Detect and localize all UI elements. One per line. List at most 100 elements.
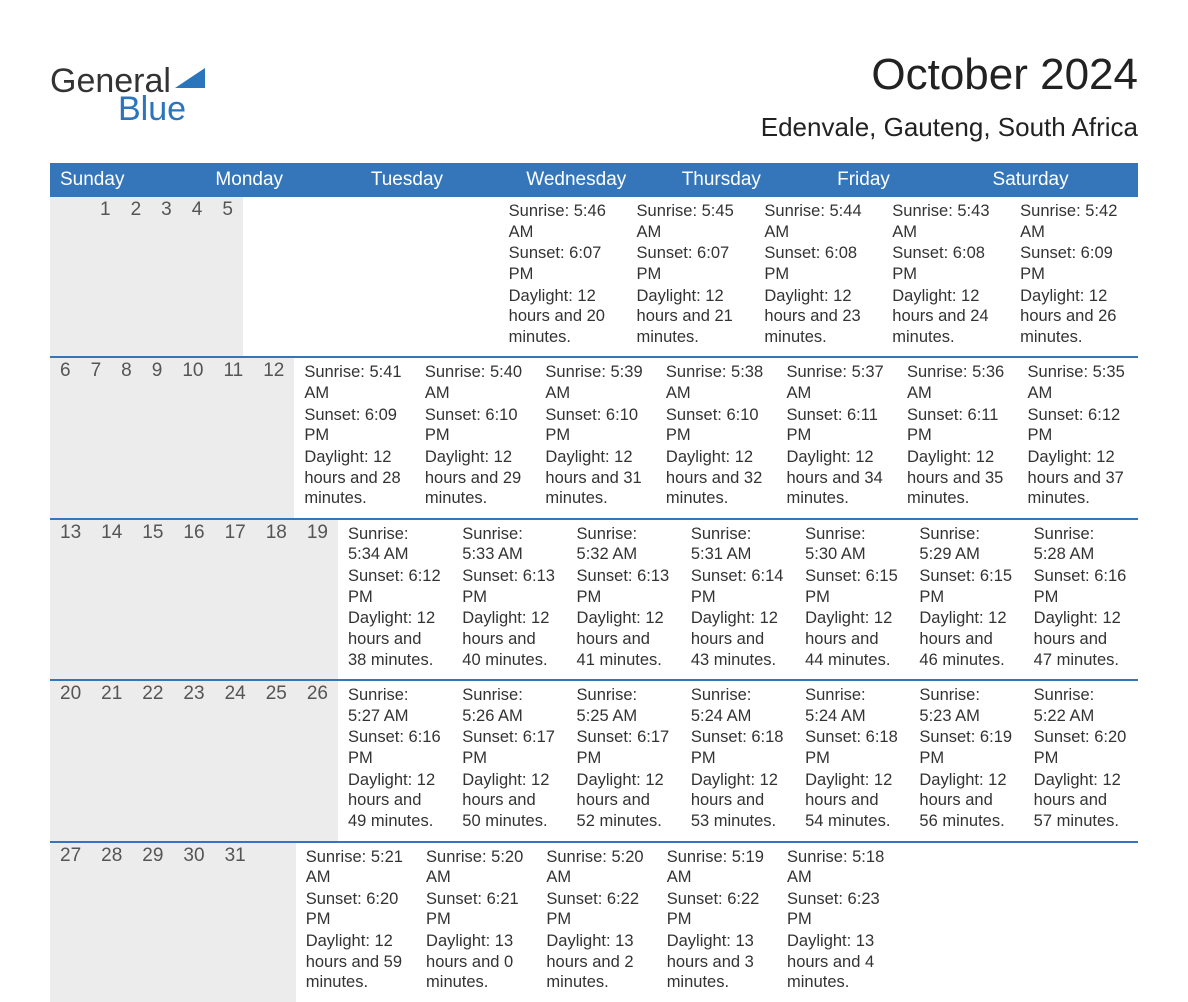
daylight-text: Daylight: 12 hours and 54 minutes. bbox=[805, 770, 899, 832]
day-number: 12 bbox=[253, 358, 294, 517]
sunset-text: Sunset: 6:22 PM bbox=[667, 889, 767, 930]
sunset-text: Sunset: 6:07 PM bbox=[637, 243, 745, 284]
day-number: 28 bbox=[91, 843, 132, 1002]
sunrise-text: Sunrise: 5:24 AM bbox=[805, 685, 899, 726]
day-cell: Sunrise: 5:44 AMSunset: 6:08 PMDaylight:… bbox=[754, 197, 882, 356]
day-cell: Sunrise: 5:20 AMSunset: 6:21 PMDaylight:… bbox=[416, 843, 536, 1002]
sunrise-text: Sunrise: 5:23 AM bbox=[919, 685, 1013, 726]
day-cell: Sunrise: 5:18 AMSunset: 6:23 PMDaylight:… bbox=[777, 843, 897, 1002]
day-cell: Sunrise: 5:31 AMSunset: 6:14 PMDaylight:… bbox=[681, 520, 795, 679]
day-body-row: Sunrise: 5:27 AMSunset: 6:16 PMDaylight:… bbox=[338, 681, 1138, 840]
day-number: 2 bbox=[121, 197, 152, 356]
day-number: 20 bbox=[50, 681, 91, 840]
day-number: 24 bbox=[215, 681, 256, 840]
day-number: 23 bbox=[173, 681, 214, 840]
daylight-text: Daylight: 12 hours and 20 minutes. bbox=[509, 286, 617, 348]
sunset-text: Sunset: 6:18 PM bbox=[691, 727, 785, 768]
day-of-week-header: Thursday bbox=[672, 163, 827, 197]
day-number: 1 bbox=[90, 197, 121, 356]
day-cell: Sunrise: 5:32 AMSunset: 6:13 PMDaylight:… bbox=[567, 520, 681, 679]
day-cell: Sunrise: 5:25 AMSunset: 6:17 PMDaylight:… bbox=[567, 681, 681, 840]
sunset-text: Sunset: 6:10 PM bbox=[545, 405, 646, 446]
day-number bbox=[70, 197, 90, 356]
day-number: 8 bbox=[111, 358, 142, 517]
month-title: October 2024 bbox=[761, 50, 1138, 100]
daylight-text: Daylight: 13 hours and 3 minutes. bbox=[667, 931, 767, 993]
sunrise-text: Sunrise: 5:44 AM bbox=[764, 201, 872, 242]
sunrise-text: Sunrise: 5:18 AM bbox=[787, 847, 887, 888]
day-cell: Sunrise: 5:22 AMSunset: 6:20 PMDaylight:… bbox=[1024, 681, 1138, 840]
day-cell: Sunrise: 5:28 AMSunset: 6:16 PMDaylight:… bbox=[1024, 520, 1138, 679]
daylight-text: Daylight: 12 hours and 47 minutes. bbox=[1034, 608, 1128, 670]
daylight-text: Daylight: 12 hours and 59 minutes. bbox=[306, 931, 406, 993]
day-number: 7 bbox=[81, 358, 112, 517]
sunset-text: Sunset: 6:21 PM bbox=[426, 889, 526, 930]
daylight-text: Daylight: 12 hours and 28 minutes. bbox=[304, 447, 405, 509]
daylight-text: Daylight: 13 hours and 2 minutes. bbox=[546, 931, 646, 993]
day-number: 22 bbox=[132, 681, 173, 840]
sunset-text: Sunset: 6:10 PM bbox=[425, 405, 526, 446]
sunset-text: Sunset: 6:17 PM bbox=[577, 727, 671, 768]
sunset-text: Sunset: 6:20 PM bbox=[1034, 727, 1128, 768]
daylight-text: Daylight: 12 hours and 35 minutes. bbox=[907, 447, 1008, 509]
day-cell: Sunrise: 5:43 AMSunset: 6:08 PMDaylight:… bbox=[882, 197, 1010, 356]
day-number: 6 bbox=[50, 358, 81, 517]
day-cell: Sunrise: 5:35 AMSunset: 6:12 PMDaylight:… bbox=[1018, 358, 1139, 517]
sunset-text: Sunset: 6:17 PM bbox=[462, 727, 556, 768]
day-number: 30 bbox=[173, 843, 214, 1002]
daylight-text: Daylight: 12 hours and 52 minutes. bbox=[577, 770, 671, 832]
day-number: 4 bbox=[182, 197, 213, 356]
daylight-text: Daylight: 12 hours and 49 minutes. bbox=[348, 770, 442, 832]
day-body-row: Sunrise: 5:46 AMSunset: 6:07 PMDaylight:… bbox=[243, 197, 1138, 356]
sunrise-text: Sunrise: 5:34 AM bbox=[348, 524, 442, 565]
sunset-text: Sunset: 6:09 PM bbox=[1020, 243, 1128, 284]
daylight-text: Daylight: 12 hours and 38 minutes. bbox=[348, 608, 442, 670]
daylight-text: Daylight: 13 hours and 4 minutes. bbox=[787, 931, 887, 993]
day-cell: Sunrise: 5:38 AMSunset: 6:10 PMDaylight:… bbox=[656, 358, 777, 517]
day-number bbox=[276, 843, 296, 1002]
daylight-text: Daylight: 12 hours and 41 minutes. bbox=[577, 608, 671, 670]
daylight-text: Daylight: 12 hours and 56 minutes. bbox=[919, 770, 1013, 832]
sunrise-text: Sunrise: 5:42 AM bbox=[1020, 201, 1128, 242]
sunrise-text: Sunrise: 5:43 AM bbox=[892, 201, 1000, 242]
day-cell: Sunrise: 5:42 AMSunset: 6:09 PMDaylight:… bbox=[1010, 197, 1138, 356]
day-cell: Sunrise: 5:24 AMSunset: 6:18 PMDaylight:… bbox=[795, 681, 909, 840]
day-number: 3 bbox=[151, 197, 182, 356]
day-cell: Sunrise: 5:27 AMSunset: 6:16 PMDaylight:… bbox=[338, 681, 452, 840]
sunset-text: Sunset: 6:15 PM bbox=[805, 566, 899, 607]
day-cell: Sunrise: 5:45 AMSunset: 6:07 PMDaylight:… bbox=[627, 197, 755, 356]
sunrise-text: Sunrise: 5:25 AM bbox=[577, 685, 671, 726]
sunrise-text: Sunrise: 5:32 AM bbox=[577, 524, 671, 565]
day-number-row: 2728293031 bbox=[50, 843, 296, 1002]
day-cell: Sunrise: 5:19 AMSunset: 6:22 PMDaylight:… bbox=[657, 843, 777, 1002]
sunset-text: Sunset: 6:08 PM bbox=[892, 243, 1000, 284]
daylight-text: Daylight: 12 hours and 21 minutes. bbox=[637, 286, 745, 348]
sunrise-text: Sunrise: 5:27 AM bbox=[348, 685, 442, 726]
day-number: 15 bbox=[132, 520, 173, 679]
day-number: 26 bbox=[297, 681, 338, 840]
title-block: October 2024 Edenvale, Gauteng, South Af… bbox=[761, 50, 1138, 143]
day-number: 14 bbox=[91, 520, 132, 679]
sunrise-text: Sunrise: 5:24 AM bbox=[691, 685, 785, 726]
daylight-text: Daylight: 12 hours and 24 minutes. bbox=[892, 286, 1000, 348]
sunset-text: Sunset: 6:18 PM bbox=[805, 727, 899, 768]
week-row: 20212223242526Sunrise: 5:27 AMSunset: 6:… bbox=[50, 679, 1138, 840]
day-of-week-header: Saturday bbox=[983, 163, 1138, 197]
day-cell: Sunrise: 5:46 AMSunset: 6:07 PMDaylight:… bbox=[499, 197, 627, 356]
sunset-text: Sunset: 6:12 PM bbox=[1028, 405, 1129, 446]
sunrise-text: Sunrise: 5:21 AM bbox=[306, 847, 406, 888]
day-cell: Sunrise: 5:24 AMSunset: 6:18 PMDaylight:… bbox=[681, 681, 795, 840]
sunrise-text: Sunrise: 5:40 AM bbox=[425, 362, 526, 403]
day-cell: Sunrise: 5:36 AMSunset: 6:11 PMDaylight:… bbox=[897, 358, 1018, 517]
daylight-text: Daylight: 12 hours and 50 minutes. bbox=[462, 770, 556, 832]
day-cell bbox=[371, 197, 499, 356]
day-cell: Sunrise: 5:29 AMSunset: 6:15 PMDaylight:… bbox=[909, 520, 1023, 679]
day-number: 31 bbox=[215, 843, 256, 1002]
sunset-text: Sunset: 6:11 PM bbox=[786, 405, 887, 446]
day-number bbox=[256, 843, 276, 1002]
sunrise-text: Sunrise: 5:22 AM bbox=[1034, 685, 1128, 726]
sunrise-text: Sunrise: 5:30 AM bbox=[805, 524, 899, 565]
daylight-text: Daylight: 12 hours and 23 minutes. bbox=[764, 286, 872, 348]
daylight-text: Daylight: 12 hours and 53 minutes. bbox=[691, 770, 785, 832]
day-number: 18 bbox=[256, 520, 297, 679]
